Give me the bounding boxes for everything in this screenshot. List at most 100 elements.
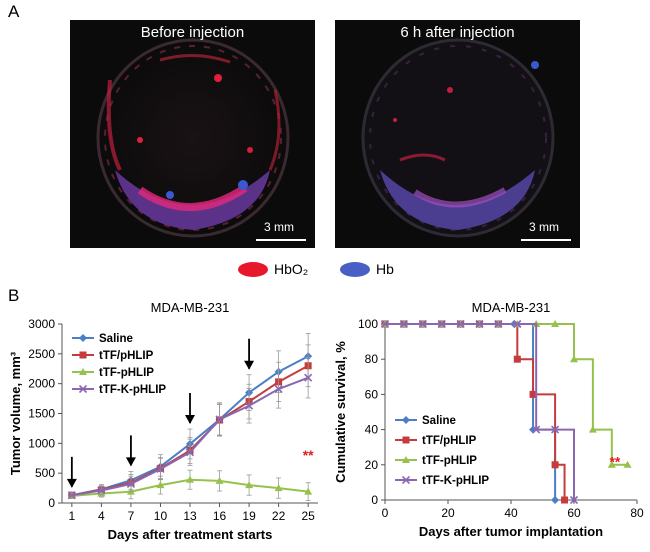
data-point (186, 475, 194, 483)
survival-chart: MDA-MB-231 0 20 40 60 80 100 0 20 40 60 80 Days afte… (333, 300, 644, 539)
series-line (385, 323, 575, 500)
treatment-arrow (125, 435, 136, 467)
scale-label-before: 3 mm (264, 220, 294, 234)
y-tick-label: 1500 (28, 407, 55, 421)
legend-item: tTF/pHLIP (72, 350, 154, 362)
chart-title: MDA-MB-231 (472, 300, 551, 315)
data-point (588, 425, 597, 433)
legend-item: tTF-K-pHLIP (72, 384, 166, 396)
data-point (245, 401, 254, 410)
y-tick-label: 500 (35, 466, 55, 480)
data-point (551, 461, 559, 469)
data-point (569, 495, 579, 505)
legend-item: tTF/pHLIP (395, 435, 477, 447)
series-line (385, 323, 628, 466)
significance-annotation: ** (609, 454, 620, 470)
legend-marker (402, 456, 410, 463)
legend-marker (402, 416, 410, 424)
x-tick-label: 16 (213, 509, 227, 523)
data-point (551, 425, 560, 434)
data-point (551, 496, 560, 504)
y-tick-label: 100 (358, 317, 378, 331)
data-point (215, 476, 224, 484)
legend-label: Saline (422, 415, 456, 427)
legend-label: tTF-K-pHLIP (422, 475, 489, 487)
data-point (304, 487, 313, 495)
y-tick-label: 60 (365, 387, 379, 401)
y-tick-label: 20 (365, 458, 379, 472)
y-axis-label: Tumor volume, mm³ (8, 351, 23, 475)
data-point (561, 496, 569, 504)
x-tick-label: 19 (242, 509, 256, 523)
legend-item: Saline (395, 415, 456, 427)
y-tick-label: 0 (48, 496, 55, 510)
panel-a-letter: A (8, 2, 20, 21)
data-point (126, 479, 135, 488)
y-tick-label: 80 (365, 352, 379, 366)
data-point (513, 319, 522, 329)
data-point (245, 481, 254, 489)
series-ttf-phlip (381, 320, 632, 468)
x-tick-label: 10 (154, 509, 168, 523)
y-tick-label: 1000 (28, 436, 55, 450)
y-tick-label: 2000 (28, 377, 55, 391)
data-point (475, 319, 484, 329)
legend-swatch-hbo2 (238, 262, 268, 277)
image-title-after: 6 h after injection (400, 24, 515, 41)
data-point (623, 460, 632, 468)
legend-marker (79, 368, 87, 375)
x-tick-label: 60 (567, 506, 581, 520)
x-axis-label: Days after treatment starts (108, 527, 273, 542)
photoacoustic-image-before (96, 38, 290, 238)
x-tick-label: 7 (128, 509, 135, 523)
data-point (437, 319, 446, 329)
data-point (67, 491, 76, 500)
data-point (274, 484, 283, 492)
x-axis-label: Days after tumor implantation (419, 524, 603, 539)
data-point (551, 320, 560, 327)
series-ttf-k-phlip (380, 319, 579, 505)
treatment-arrow (244, 338, 255, 370)
x-tick-label: 40 (504, 506, 518, 520)
x-tick-label: 80 (630, 506, 644, 520)
data-point (494, 319, 503, 329)
photoacoustic-image-after (361, 38, 555, 238)
scale-label-after: 3 mm (529, 220, 559, 234)
legend-label: tTF-pHLIP (422, 455, 477, 467)
legend-label: tTF/pHLIP (99, 350, 154, 362)
series-line (385, 323, 566, 500)
legend-marker (401, 475, 411, 485)
legend-marker (79, 334, 87, 342)
legend-label-hb: Hb (376, 261, 394, 277)
legend-label-hbo2: HbO₂ (274, 261, 309, 277)
x-tick-label: 22 (272, 509, 286, 523)
data-point (570, 355, 578, 363)
x-tick-label: 20 (441, 506, 455, 520)
legend-item: tTF-pHLIP (395, 455, 477, 467)
legend-swatch-hb (340, 262, 370, 277)
y-tick-label: 40 (365, 423, 379, 437)
treatment-arrow (185, 393, 195, 425)
image-title-before: Before injection (140, 24, 245, 41)
y-tick-label: 3000 (28, 317, 55, 331)
y-tick-label: 2500 (28, 347, 55, 361)
ultrasound-image-before: Before injection 3 mm (70, 20, 315, 248)
significance-annotation: ** (303, 447, 314, 463)
legend-marker (402, 436, 410, 444)
data-point (215, 415, 224, 424)
data-point (399, 319, 408, 329)
data-point (607, 460, 616, 468)
data-point (156, 464, 165, 474)
panel-b-letter: B (8, 286, 20, 305)
x-tick-label: 25 (301, 509, 315, 523)
data-point (156, 481, 165, 489)
data-point (185, 448, 195, 457)
data-point (418, 319, 427, 329)
legend-label: tTF-K-pHLIP (99, 384, 166, 396)
tumor-volume-chart: MDA-MB-231 0 500 1000 1500 2000 2500 3000 1 4 7 10 1… (8, 300, 318, 542)
legend-marker (78, 384, 88, 394)
legend-item: tTF-pHLIP (72, 367, 154, 379)
data-point (97, 486, 106, 495)
series-ttf-k-phlip (67, 357, 313, 500)
legend-label: Saline (99, 333, 133, 345)
